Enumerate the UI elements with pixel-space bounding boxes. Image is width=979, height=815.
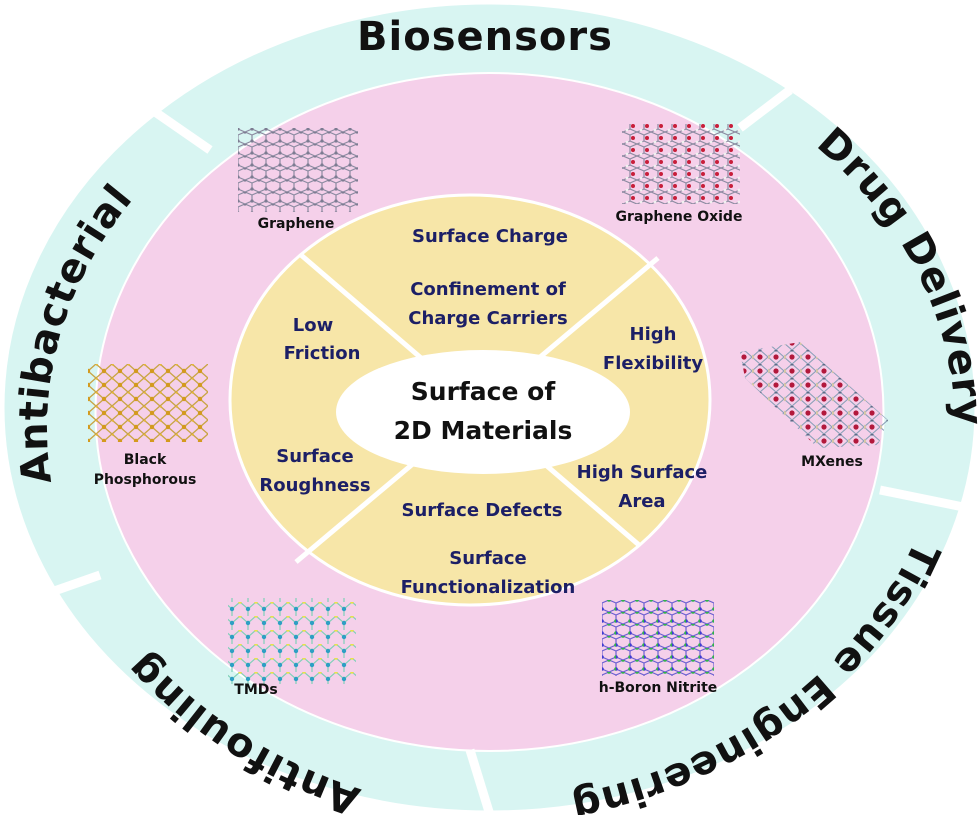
prop-confinement-line1: Confinement of — [410, 279, 566, 300]
outer-divider — [879, 485, 979, 515]
prop-high-flexibility-line2: Flexibility — [603, 353, 703, 374]
material-graphene-oxide: Graphene Oxide — [616, 209, 743, 225]
center-ellipse — [336, 350, 630, 474]
prop-low-friction-line2: Friction — [284, 343, 361, 364]
center-title-line2: 2D Materials — [394, 416, 573, 445]
prop-high-flexibility-line1: High — [630, 324, 677, 345]
outer-divider — [142, 101, 213, 154]
prop-high-surface-area-line2: Area — [618, 491, 665, 512]
prop-surface-charge: Surface Charge — [412, 226, 568, 247]
prop-surface-functionalization-line2: Functionalization — [401, 577, 576, 598]
material-black-phosphorous-line1: Black — [124, 452, 167, 468]
outer-divider — [465, 748, 495, 815]
material-h-boron-nitrite: h-Boron Nitrite — [599, 680, 718, 696]
prop-surface-functionalization-line1: Surface — [449, 548, 527, 569]
ring-label-biosensors: Biosensors — [357, 14, 613, 60]
material-graphene: Graphene — [258, 216, 335, 232]
material-mxenes: MXenes — [801, 454, 863, 470]
mxenes-lattice-image — [740, 342, 888, 448]
center-title-line1: Surface of — [411, 377, 557, 406]
prop-surface-roughness-line1: Surface — [276, 446, 354, 467]
tmds-lattice-image — [228, 598, 356, 684]
black-phosphorous-lattice-image — [88, 364, 208, 442]
h-boron-nitride-lattice-image — [602, 600, 714, 676]
graphene-oxide-lattice-image — [622, 124, 740, 204]
material-tmds: TMDs — [234, 682, 277, 698]
prop-surface-defects: Surface Defects — [402, 500, 563, 521]
prop-surface-roughness-line2: Roughness — [259, 475, 370, 496]
prop-confinement-line2: Charge Carriers — [408, 308, 568, 329]
outer-divider — [0, 570, 102, 615]
material-black-phosphorous-line2: Phosphorous — [94, 472, 197, 488]
graphene-lattice-image — [238, 128, 358, 212]
prop-high-surface-area-line1: High Surface — [577, 462, 708, 483]
outer-divider — [737, 86, 793, 132]
prop-low-friction-line1: Low — [293, 315, 333, 336]
